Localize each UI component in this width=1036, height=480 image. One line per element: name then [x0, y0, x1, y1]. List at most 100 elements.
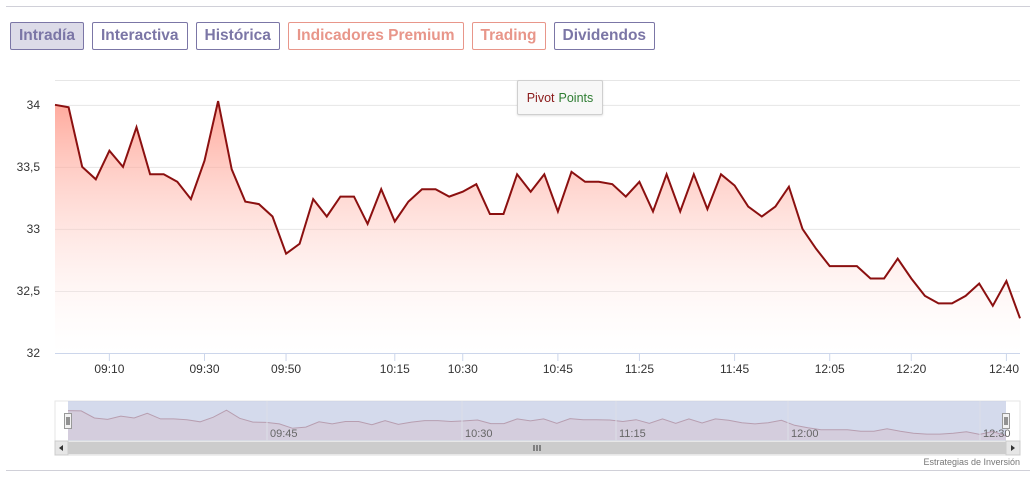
data-point[interactable]	[161, 171, 167, 177]
data-point[interactable]	[596, 179, 602, 185]
data-point[interactable]	[786, 184, 792, 190]
y-tick-label: 32	[27, 346, 41, 360]
data-point[interactable]	[664, 171, 670, 177]
data-point[interactable]	[270, 214, 276, 220]
data-point[interactable]	[936, 300, 942, 306]
y-tick-label: 34	[27, 98, 41, 112]
x-tick-label: 09:30	[189, 362, 219, 376]
data-point[interactable]	[242, 199, 248, 205]
tab-intradia[interactable]: Intradía	[10, 22, 84, 50]
tab-dividendos[interactable]: Dividendos	[553, 22, 656, 50]
data-point[interactable]	[582, 179, 588, 185]
data-point[interactable]	[392, 219, 398, 225]
data-point[interactable]	[677, 209, 683, 215]
data-point[interactable]	[256, 201, 262, 207]
x-tick-label: 12:20	[896, 362, 926, 376]
data-point[interactable]	[134, 124, 140, 130]
x-tick-label: 10:15	[380, 362, 410, 376]
data-point[interactable]	[66, 104, 72, 110]
data-point[interactable]	[623, 194, 629, 200]
navigator[interactable]: 09:45 10:30 11:15 12:00 12:30	[54, 400, 1021, 442]
data-point[interactable]	[147, 171, 153, 177]
data-point[interactable]	[949, 300, 955, 306]
data-point[interactable]	[650, 209, 656, 215]
data-point[interactable]	[378, 186, 384, 192]
data-point[interactable]	[188, 196, 194, 202]
tab-historica[interactable]: Histórica	[195, 22, 280, 50]
tab-indicadores-premium[interactable]: Indicadores Premium	[287, 22, 464, 50]
data-point[interactable]	[460, 189, 466, 195]
data-point[interactable]	[827, 263, 833, 269]
data-point[interactable]	[446, 194, 452, 200]
data-point[interactable]	[324, 214, 330, 220]
navigator-tick-label: 12:00	[791, 428, 819, 440]
data-point[interactable]	[800, 226, 806, 232]
navigator-handle-right[interactable]	[1002, 413, 1010, 429]
data-point[interactable]	[922, 293, 928, 299]
navigator-tick-label: 10:30	[465, 428, 493, 440]
navigator-scrollbar[interactable]	[54, 440, 1021, 456]
data-point[interactable]	[868, 276, 874, 282]
data-point[interactable]	[881, 276, 887, 282]
data-point[interactable]	[636, 179, 642, 185]
data-point[interactable]	[202, 158, 208, 164]
x-tick-label: 11:25	[625, 362, 654, 376]
data-point[interactable]	[283, 251, 289, 257]
data-point[interactable]	[365, 221, 371, 227]
data-point[interactable]	[501, 211, 507, 217]
data-point[interactable]	[405, 199, 411, 205]
data-point[interactable]	[691, 171, 697, 177]
data-point[interactable]	[963, 293, 969, 299]
data-point[interactable]	[174, 179, 180, 185]
data-point[interactable]	[514, 171, 520, 177]
y-tick-label: 33,5	[17, 160, 41, 174]
arrow-right-icon	[1011, 445, 1015, 451]
data-point[interactable]	[419, 186, 425, 192]
data-point[interactable]	[854, 263, 860, 269]
data-point[interactable]	[473, 181, 479, 187]
navigator-handle-left[interactable]	[64, 413, 72, 429]
data-point[interactable]	[813, 246, 819, 252]
data-point[interactable]	[528, 189, 534, 195]
x-tick-label: 10:45	[543, 362, 573, 376]
data-point[interactable]	[772, 204, 778, 210]
data-point[interactable]	[229, 166, 235, 172]
tab-trading[interactable]: Trading	[471, 22, 546, 50]
data-point[interactable]	[718, 171, 724, 177]
data-point[interactable]	[487, 211, 493, 217]
data-point[interactable]	[93, 176, 99, 182]
data-point[interactable]	[310, 196, 316, 202]
data-point[interactable]	[297, 241, 303, 247]
data-point[interactable]	[79, 164, 85, 170]
pivot-points-button[interactable]: Pivot Points	[517, 80, 603, 115]
x-tick-label: 09:10	[94, 362, 124, 376]
data-point[interactable]	[704, 206, 710, 212]
data-point[interactable]	[1017, 315, 1023, 321]
pivot-label-word2: Points	[558, 90, 594, 105]
data-point[interactable]	[337, 194, 343, 200]
data-point[interactable]	[569, 169, 575, 175]
data-point[interactable]	[433, 186, 439, 192]
data-point[interactable]	[120, 164, 126, 170]
data-point[interactable]	[895, 256, 901, 262]
chart-tabs: Intradía Interactiva Histórica Indicador…	[10, 22, 656, 50]
data-point[interactable]	[1003, 278, 1009, 284]
data-point[interactable]	[609, 181, 615, 187]
data-point[interactable]	[908, 276, 914, 282]
data-point[interactable]	[215, 98, 221, 104]
navigator-tick-label: 11:15	[619, 428, 646, 440]
data-point[interactable]	[840, 263, 846, 269]
data-point[interactable]	[555, 209, 561, 215]
x-tick-label: 09:50	[271, 362, 301, 376]
data-point[interactable]	[732, 183, 738, 189]
data-point[interactable]	[990, 303, 996, 309]
data-point[interactable]	[976, 281, 982, 287]
data-point[interactable]	[351, 194, 357, 200]
data-point[interactable]	[745, 204, 751, 210]
tab-interactiva[interactable]: Interactiva	[91, 22, 188, 50]
navigator-selection[interactable]	[68, 401, 1006, 441]
data-point[interactable]	[106, 148, 112, 154]
data-point[interactable]	[759, 214, 765, 220]
data-point[interactable]	[541, 171, 547, 177]
data-point[interactable]	[52, 102, 58, 108]
